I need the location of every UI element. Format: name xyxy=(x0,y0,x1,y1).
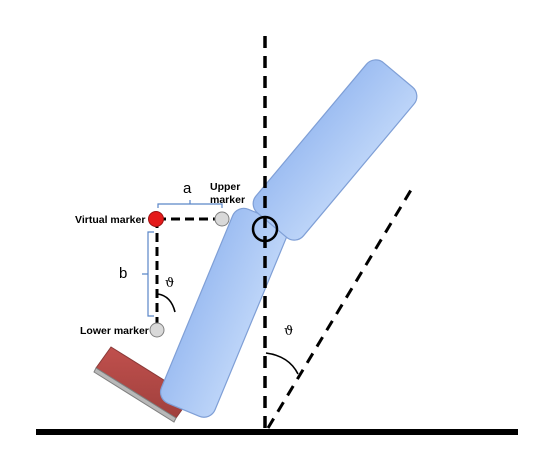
theta-label-small: ϑ xyxy=(165,276,174,291)
upper-marker-label-line1: Upper xyxy=(210,181,240,193)
lower-marker-label: Lower marker xyxy=(80,325,149,337)
bracket-b xyxy=(142,231,154,317)
thigh-segment xyxy=(252,59,418,241)
theta-label-large: ϑ xyxy=(284,324,293,339)
lower-marker xyxy=(149,322,165,338)
inclined-reference-line xyxy=(266,184,416,429)
shank-segment xyxy=(159,207,288,418)
theta-arc-large xyxy=(265,352,299,375)
upper-marker xyxy=(214,211,230,227)
virtual-marker xyxy=(148,211,164,227)
bracket-a xyxy=(157,200,223,208)
label-a: a xyxy=(183,180,192,197)
upper-marker-label-line2: marker xyxy=(210,194,245,206)
knee-joint-circle xyxy=(251,215,279,243)
label-b: b xyxy=(119,265,127,282)
virtual-marker-label: Virtual marker xyxy=(75,214,145,226)
theta-arc-small xyxy=(157,293,176,313)
